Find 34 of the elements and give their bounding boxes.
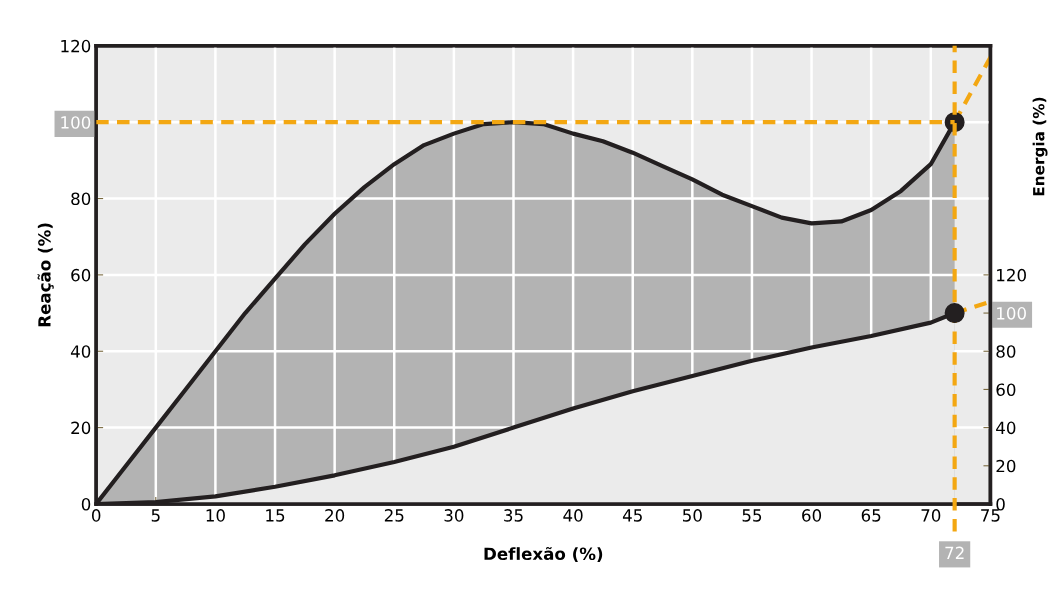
y-tick-label: 0 bbox=[81, 497, 91, 511]
x-tick-label: 15 bbox=[266, 509, 285, 522]
y-tick-label: 40 bbox=[70, 345, 91, 358]
x-tick-label: 55 bbox=[742, 509, 762, 522]
x-tick-label: 70 bbox=[921, 509, 941, 522]
y2-tick-label: 60 bbox=[996, 383, 1016, 396]
ref-line-label: 72 bbox=[945, 546, 964, 559]
x-tick-label: 25 bbox=[384, 509, 404, 522]
y-tick-label: 20 bbox=[71, 421, 91, 435]
y-tick-label: 120 bbox=[61, 39, 91, 53]
x-tick-label: 65 bbox=[861, 509, 881, 522]
x-tick-label: 60 bbox=[802, 509, 822, 522]
x-axis-title: Deflexão (%) bbox=[484, 546, 603, 563]
y2-tick-label: 40 bbox=[996, 421, 1016, 435]
y-tick-label: 100 bbox=[61, 116, 91, 129]
x-tick-label: 45 bbox=[622, 509, 642, 522]
x-tick-label: 35 bbox=[504, 509, 523, 522]
y2-tick-label: 100 bbox=[997, 307, 1026, 320]
y2-tick-label: 0 bbox=[996, 497, 1005, 511]
y-axis-title: Reação (%) bbox=[37, 223, 54, 327]
x-tick-label: 20 bbox=[325, 509, 345, 522]
x-tick-label: 75 bbox=[981, 509, 1000, 522]
x-tick-label: 30 bbox=[444, 509, 464, 522]
y2-tick-label: 80 bbox=[996, 345, 1016, 358]
y2-tick-label: 120 bbox=[997, 268, 1026, 282]
x-tick-label: 0 bbox=[91, 509, 101, 522]
x-tick-label: 40 bbox=[563, 509, 583, 522]
y-tick-label: 60 bbox=[71, 268, 91, 282]
x-tick-label: 5 bbox=[151, 509, 160, 522]
x-tick-label: 10 bbox=[206, 509, 225, 522]
y2-axis-title: Energia (%) bbox=[1032, 97, 1048, 196]
y-tick-label: 80 bbox=[71, 192, 91, 206]
x-tick-label: 50 bbox=[683, 509, 702, 522]
y2-tick-label: 20 bbox=[996, 459, 1016, 473]
